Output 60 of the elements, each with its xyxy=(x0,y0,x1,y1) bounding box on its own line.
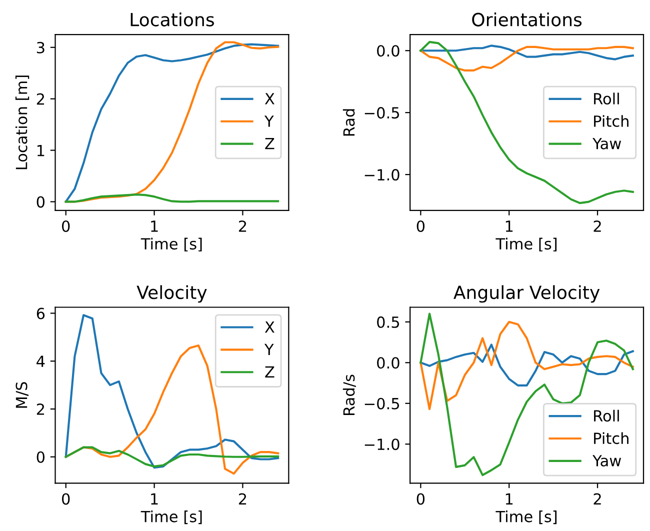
y-tick-label: 2 xyxy=(36,93,44,105)
x-tick-label: 0 xyxy=(416,220,425,232)
x-tick-label: 0 xyxy=(62,493,70,505)
y-tick-label: 1 xyxy=(37,144,44,156)
legend-label: Roll xyxy=(594,92,619,104)
x-tick-label: 0 xyxy=(62,220,70,232)
y-tick-label: 0.0 xyxy=(377,45,400,57)
line-series xyxy=(420,320,634,410)
legend-label: Y xyxy=(264,116,274,127)
y-axis-title: Rad/s xyxy=(342,374,356,415)
y-axis-title: Location [m] xyxy=(15,76,30,170)
y-tick-label: −0.5 xyxy=(364,398,400,410)
y-tick-label: −0.5 xyxy=(364,107,400,119)
chart-title: Orientations xyxy=(472,12,582,26)
x-tick-label: 2 xyxy=(594,493,601,505)
x-tick-label: 2 xyxy=(238,220,246,232)
x-tick-label: 2 xyxy=(594,220,601,232)
legend-label: Yaw xyxy=(592,138,622,150)
y-tick-label: 6 xyxy=(36,308,45,320)
legend-label: X xyxy=(264,321,274,333)
y-axis-title: Rad xyxy=(342,109,355,136)
line-series xyxy=(420,40,634,204)
line-series xyxy=(64,314,280,469)
line-series xyxy=(420,344,634,386)
line-series xyxy=(64,446,280,468)
legend-label: Z xyxy=(265,366,274,378)
y-tick-label: 0 xyxy=(36,451,45,463)
x-tick-label: 1 xyxy=(151,220,158,232)
y-tick-label: 0.5 xyxy=(377,316,400,328)
x-tick-label: 0 xyxy=(416,493,425,505)
line-series xyxy=(64,193,280,203)
legend-label: Y xyxy=(264,344,274,356)
y-tick-label: 0.0 xyxy=(377,357,400,369)
x-tick-label: 1 xyxy=(506,220,513,232)
x-axis-title: Time [s] xyxy=(140,238,202,252)
chart-title: Velocity xyxy=(136,285,207,303)
legend-label: Yaw xyxy=(592,455,622,466)
legend-label: Z xyxy=(265,138,274,150)
y-tick-label: 3 xyxy=(36,42,44,54)
x-tick-label: 1 xyxy=(151,493,158,505)
x-tick-label: 2 xyxy=(238,493,246,505)
chart-title: Angular Velocity xyxy=(454,285,600,303)
x-axis-title: Time [s] xyxy=(140,510,202,524)
y-tick-label: 4 xyxy=(36,356,45,367)
y-axis-title: M/S xyxy=(16,382,28,408)
x-axis-title: Time [s] xyxy=(496,238,557,252)
y-tick-label: 0 xyxy=(36,196,45,208)
x-axis-title: Time [s] xyxy=(496,510,557,524)
legend-label: Pitch xyxy=(594,115,628,127)
line-series xyxy=(420,44,634,60)
legend-label: X xyxy=(264,93,274,104)
legend-label: Pitch xyxy=(594,432,628,444)
line-series xyxy=(420,312,634,476)
line-series xyxy=(420,46,634,72)
y-tick-label: −1.0 xyxy=(364,169,400,181)
legend-label: Roll xyxy=(594,410,619,422)
x-tick-label: 1 xyxy=(506,493,513,505)
chart-title: Locations xyxy=(130,12,214,26)
y-tick-label: −1.0 xyxy=(364,438,400,450)
y-tick-label: 2 xyxy=(36,403,44,415)
